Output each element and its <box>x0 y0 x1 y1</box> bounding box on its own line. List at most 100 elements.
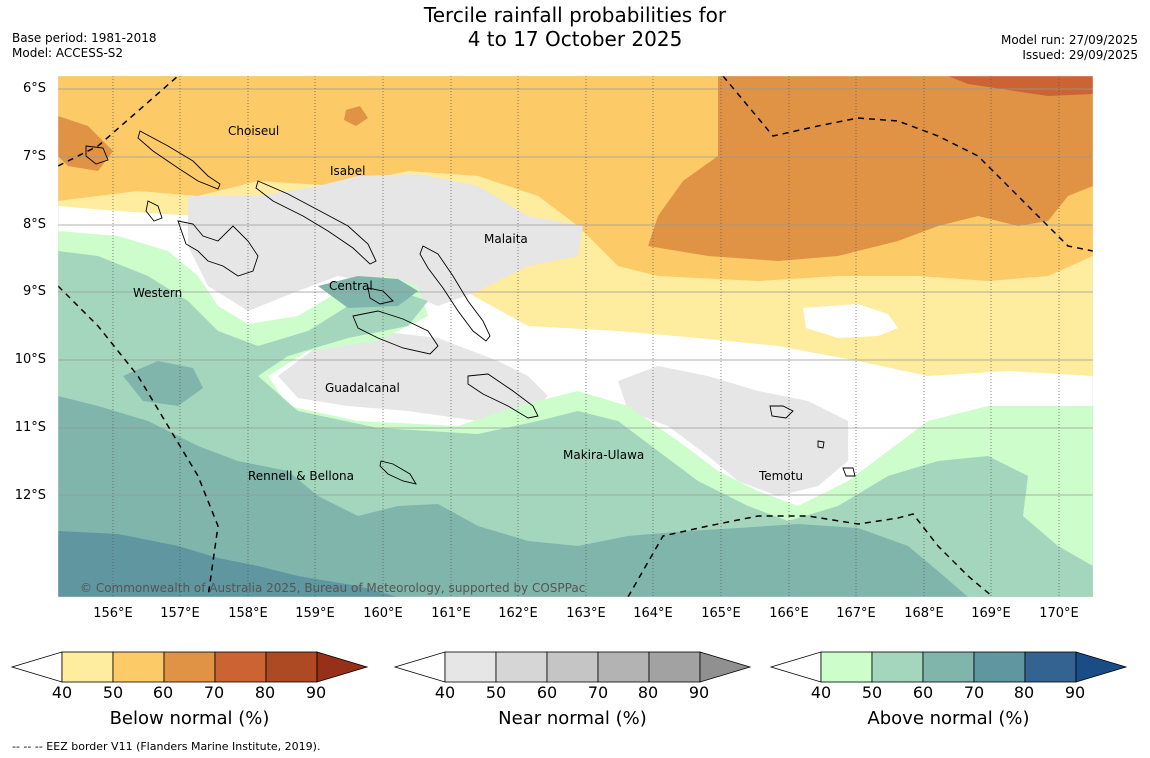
lon-label-168e: 168°E <box>904 606 944 621</box>
colorbar-segment-3 <box>922 651 975 683</box>
colorbar-title-above: Above normal (%) <box>867 708 1030 729</box>
region-label-malaita: Malaita <box>484 232 528 246</box>
region-label-western: Western <box>133 286 182 300</box>
colorbar-segment-1 <box>444 651 497 683</box>
near-normal-east <box>618 366 848 496</box>
colorbar-segment-4 <box>214 651 267 683</box>
lon-label-164e: 164°E <box>633 606 673 621</box>
title-line-2: 4 to 17 October 2025 <box>467 27 683 51</box>
tikopia-island <box>817 440 825 449</box>
eez-border <box>58 76 1093 597</box>
model-run: Model run: 27/09/2025 <box>1000 33 1138 47</box>
lon-label-167e: 167°E <box>836 606 876 621</box>
colorbar-segment-2 <box>495 651 548 683</box>
region-label-rennell-bellona: Rennell & Bellona <box>248 469 354 483</box>
lon-label-156e: 156°E <box>93 606 133 621</box>
cb1-tick-90: 90 <box>688 683 710 702</box>
cb1-tick-40: 40 <box>434 683 456 702</box>
colorbar-below-normal <box>10 651 369 683</box>
lon-label-159e: 159°E <box>295 606 335 621</box>
cb2-tick-60: 60 <box>912 683 934 702</box>
colorbar-segment-high-extend <box>316 651 369 683</box>
colorbar-segment-high-extend <box>1075 651 1128 683</box>
model-name: Model: ACCESS-S2 <box>12 46 124 60</box>
lon-label-160e: 160°E <box>363 606 403 621</box>
cb0-tick-70: 70 <box>203 683 225 702</box>
anuta-island <box>842 467 856 477</box>
cb0-tick-80: 80 <box>254 683 276 702</box>
florida-islands <box>367 287 394 305</box>
region-label-temotu: Temotu <box>758 469 803 483</box>
cb2-tick-70: 70 <box>963 683 985 702</box>
eez-footnote: -- -- -- EEZ border V11 (Flanders Marine… <box>12 740 321 753</box>
lat-label-8s: 8°S <box>22 217 46 232</box>
lon-label-161e: 161°E <box>431 606 471 621</box>
colorbars <box>10 651 1128 683</box>
lon-label-165e: 165°E <box>701 606 741 621</box>
isabel-island <box>255 180 377 265</box>
lon-label-169e: 169°E <box>971 606 1011 621</box>
above-normal-70-region <box>58 396 968 597</box>
colorbar-segment-4 <box>973 651 1026 683</box>
below-normal-80-region <box>948 76 1093 96</box>
colorbar-segment-5 <box>1024 651 1077 683</box>
colorbar-segment-3 <box>546 651 599 683</box>
colorbar-segment-5 <box>265 651 318 683</box>
lon-label-166e: 166°E <box>769 606 809 621</box>
santa-cruz-island <box>769 405 794 419</box>
lat-label-10s: 10°S <box>14 352 46 367</box>
map-gridlines <box>58 76 1093 597</box>
lat-label-12s: 12°S <box>14 488 46 503</box>
lon-label-162e: 162°E <box>498 606 538 621</box>
region-label-guadalcanal: Guadalcanal <box>325 381 400 395</box>
title-line-1: Tercile rainfall probabilities for <box>423 3 727 27</box>
colorbar-title-near: Near normal (%) <box>498 708 647 729</box>
colorbar-near-normal <box>393 651 752 683</box>
lat-label-9s: 9°S <box>22 284 46 299</box>
cb2-tick-40: 40 <box>810 683 832 702</box>
vella-lavella <box>145 200 163 222</box>
meta-right: Model run: 27/09/2025 Issued: 29/09/2025 <box>1001 33 1138 63</box>
copyright-notice: © Commonwealth of Australia 2025, Bureau… <box>80 581 585 595</box>
guadalcanal-island <box>352 310 439 355</box>
lon-label-170e: 170°E <box>1039 606 1079 621</box>
lat-label-7s: 7°S <box>22 149 46 164</box>
lat-label-6s: 6°S <box>22 81 46 96</box>
new-georgia-islands <box>177 220 259 277</box>
cb2-tick-90: 90 <box>1064 683 1086 702</box>
colorbar-segment-low-extend <box>769 651 822 683</box>
choiseul-island <box>137 130 221 190</box>
cb0-tick-90: 90 <box>305 683 327 702</box>
colorbar-segment-4 <box>597 651 650 683</box>
colorbar-segment-high-extend <box>699 651 752 683</box>
cb0-tick-40: 40 <box>51 683 73 702</box>
colorbar-above-normal <box>769 651 1128 683</box>
map-title: Tercile rainfall probabilities for 4 to … <box>0 3 1150 51</box>
rennell-island <box>379 460 417 485</box>
lat-label-11s: 11°S <box>14 420 46 435</box>
forecast-map: Choiseul Isabel Malaita Western Central … <box>58 76 1093 597</box>
cb1-tick-70: 70 <box>587 683 609 702</box>
colorbar-segment-low-extend <box>393 651 446 683</box>
issued-date: Issued: 29/09/2025 <box>1022 48 1138 62</box>
near-normal-central <box>278 331 548 421</box>
colorbar-segment-2 <box>871 651 924 683</box>
below-normal-70-region <box>648 76 1093 261</box>
region-label-choiseul: Choiseul <box>228 124 279 138</box>
cb1-tick-50: 50 <box>485 683 507 702</box>
cb0-tick-50: 50 <box>102 683 124 702</box>
cb2-tick-50: 50 <box>861 683 883 702</box>
cb1-tick-60: 60 <box>536 683 558 702</box>
meta-left: Base period: 1981-2018 Model: ACCESS-S2 <box>12 31 157 61</box>
region-label-central: Central <box>329 279 373 293</box>
island-coastlines <box>85 130 856 485</box>
lon-label-157e: 157°E <box>160 606 200 621</box>
colorbar-segment-2 <box>112 651 165 683</box>
colorbar-segment-5 <box>648 651 701 683</box>
lon-label-163e: 163°E <box>566 606 606 621</box>
above-normal-70-patch <box>123 361 203 406</box>
cb0-tick-60: 60 <box>152 683 174 702</box>
makira-island <box>467 373 539 419</box>
colorbar-segment-1 <box>61 651 114 683</box>
below-normal-70-patch-small <box>344 106 368 126</box>
